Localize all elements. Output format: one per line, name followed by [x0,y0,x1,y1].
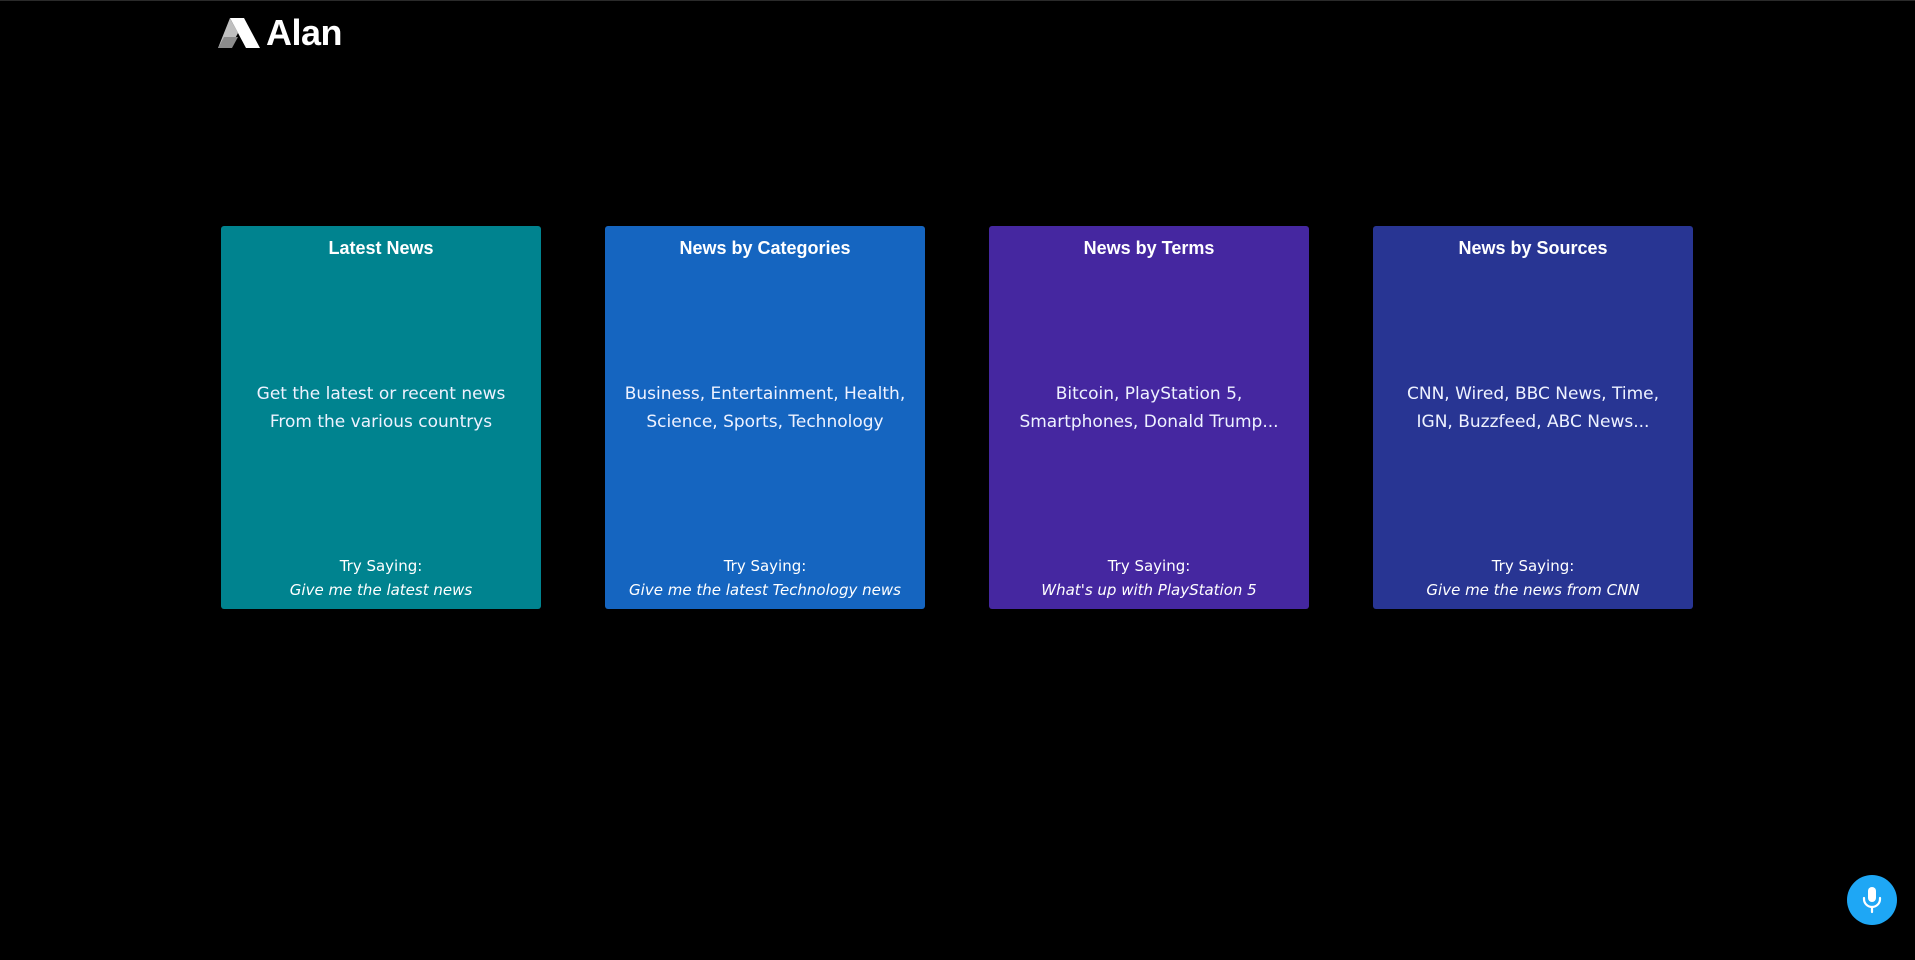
card-news-by-terms[interactable]: News by Terms Bitcoin, PlayStation 5, Sm… [989,226,1309,609]
card-example: Give me the news from CNN [1426,581,1640,599]
alan-logo-icon [218,18,260,48]
news-cards: Latest News Get the latest or recent new… [221,226,1693,609]
card-title: Latest News [328,238,434,258]
card-title: News by Terms [1083,238,1215,258]
card-description: CNN, Wired, BBC News, Time, IGN, Buzzfee… [1407,384,1659,432]
card-news-by-categories[interactable]: News by Categories Business, Entertainme… [605,226,925,609]
card-try-label: Try Saying: [723,557,807,575]
card-title: News by Sources [1458,238,1608,258]
card-try-label: Try Saying: [1107,557,1191,575]
card-title: News by Categories [679,238,851,258]
card-description: Bitcoin, PlayStation 5, Smartphones, Don… [1019,384,1279,432]
card-description: Get the latest or recent news From the v… [256,384,506,432]
microphone-icon [1862,887,1882,914]
alan-logo[interactable]: Alan [218,12,343,53]
card-try-label: Try Saying: [339,557,423,575]
logo-text: Alan [266,12,343,53]
card-news-by-sources[interactable]: News by Sources CNN, Wired, BBC News, Ti… [1373,226,1693,609]
card-example: Give me the latest news [289,581,473,599]
card-description: Business, Entertainment, Health, Science… [624,384,906,432]
card-latest-news[interactable]: Latest News Get the latest or recent new… [221,226,541,609]
microphone-button[interactable] [1847,875,1897,925]
card-example: Give me the latest Technology news [629,581,901,599]
card-example: What's up with PlayStation 5 [1041,581,1257,599]
card-try-label: Try Saying: [1491,557,1575,575]
